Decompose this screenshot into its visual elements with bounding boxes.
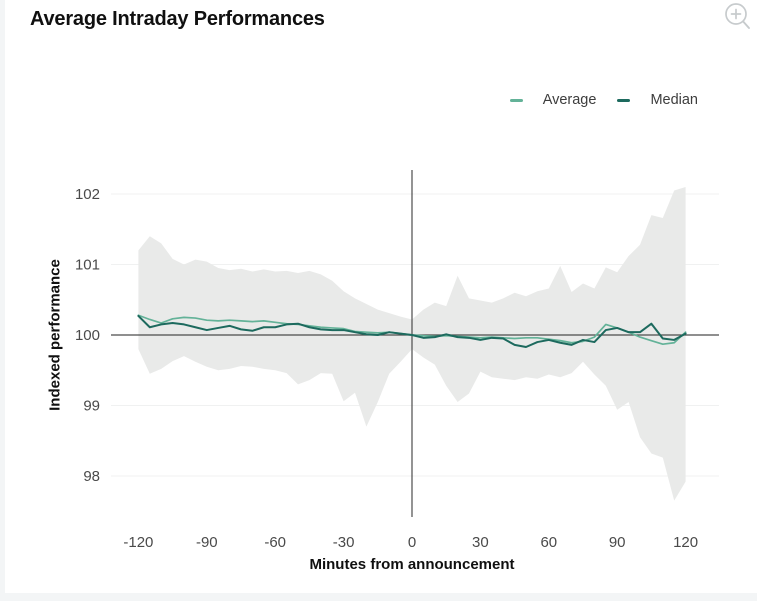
y-tick-label: 102 [75, 186, 100, 203]
x-axis-tick-labels: -120 -90 -60 -30 0 30 60 90 120 [123, 534, 698, 551]
x-tick-label: 120 [673, 534, 698, 551]
chart-legend: Average Median [509, 92, 698, 108]
x-tick-label: 90 [609, 534, 626, 551]
x-tick-label: -60 [264, 534, 286, 551]
x-tick-label: 60 [540, 534, 557, 551]
legend-item-average[interactable]: Average [509, 92, 597, 108]
y-tick-label: 99 [83, 398, 100, 415]
legend-item-median[interactable]: Median [617, 92, 698, 108]
y-tick-label: 98 [83, 468, 100, 485]
y-tick-label: 100 [75, 327, 100, 344]
x-tick-label: -90 [196, 534, 218, 551]
page-title: Average Intraday Performances [30, 8, 325, 30]
x-tick-label: 0 [408, 534, 416, 551]
median-line [137, 314, 687, 348]
median-dash-icon [617, 98, 631, 102]
zoom-in-icon [725, 3, 750, 29]
x-tick-label: -30 [333, 534, 355, 551]
legend-label-average: Average [542, 92, 597, 108]
legend-label-median: Median [650, 92, 698, 108]
x-axis-title: Minutes from announcement [309, 556, 515, 573]
y-tick-label: 101 [75, 257, 100, 274]
y-axis-title: Indexed performance [46, 259, 64, 411]
x-tick-label: 30 [472, 534, 489, 551]
y-axis-tick-labels: 98 99 100 101 102 [75, 186, 100, 485]
zoom-in-button[interactable] [717, 0, 753, 36]
average-dash-icon [509, 98, 523, 102]
x-tick-label: -120 [123, 534, 153, 551]
